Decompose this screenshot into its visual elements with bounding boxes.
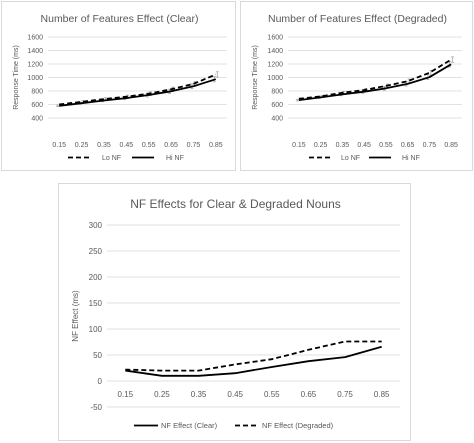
y-tick-label: 600 [271,102,283,109]
x-tick-label: 0.75 [337,390,353,399]
y-tick-label: 1600 [27,34,43,41]
legend-label: NF Effect (Degraded) [262,421,334,430]
y-axis-label: Response Time (ms) [252,45,259,110]
chart-clear: Number of Features Effect (Clear) 400 600 8… [13,13,227,162]
x-tick-label: 0.75 [187,142,201,149]
series-line-solid [59,78,217,107]
y-tick-label: 0 [98,377,103,386]
y-tick-label: 1600 [267,34,283,41]
legend-label: Hi NF [166,155,184,162]
y-tick-label: 250 [89,247,103,256]
chart-degraded-panel: Number of Features Effect (Degraded) 400 6… [240,1,473,171]
x-tick-label: 0.85 [444,142,458,149]
y-tick-label: 150 [89,299,103,308]
y-tick-label: 1200 [267,61,283,68]
x-tick-label: 0.45 [120,142,134,149]
x-tick-label: 0.65 [301,390,317,399]
chart-nf-effects: NF Effects for Clear & Degraded Nouns -50… [71,197,400,430]
y-tick-label: 400 [31,115,43,122]
x-tick-label: 0.85 [374,390,390,399]
x-tick-label: 0.55 [264,390,280,399]
series-line-dashed [125,340,382,372]
x-tick-label: 0.65 [164,142,178,149]
x-tick-label: 0.85 [209,142,223,149]
y-tick-label: 300 [89,221,103,230]
chart-title: Number of Features Effect (Degraded) [268,13,447,25]
x-tick-label: 0.15 [52,142,66,149]
y-tick-label: 100 [89,325,103,334]
x-tick-label: 0.35 [191,390,207,399]
y-tick-label: 800 [31,88,43,95]
series-line-solid [298,63,452,101]
legend-label: Lo NF [341,155,360,162]
legend-label: Hi NF [402,155,420,162]
chart-clear-panel: Number of Features Effect (Clear) 400 600 8… [1,1,236,171]
series-line-dashed [59,73,217,106]
x-tick-label: 0.25 [154,390,170,399]
x-tick-label: 0.65 [401,142,415,149]
x-tick-label: 0.15 [118,390,134,399]
y-tick-label: -50 [90,403,102,412]
x-tick-label: 0.35 [336,142,350,149]
y-tick-label: 200 [89,273,103,282]
y-tick-label: 1000 [27,75,43,82]
legend-label: NF Effect (Clear) [161,421,218,430]
y-tick-label: 600 [31,102,43,109]
y-tick-label: 1400 [267,48,283,55]
y-tick-label: 800 [271,88,283,95]
x-tick-label: 0.45 [357,142,371,149]
chart-nf-effects-panel: NF Effects for Clear & Degraded Nouns -50… [58,183,411,441]
y-tick-label: 50 [93,351,102,360]
x-tick-label: 0.25 [314,142,328,149]
series-line-solid [125,345,382,377]
x-tick-label: 0.55 [379,142,393,149]
chart-title: NF Effects for Clear & Degraded Nouns [130,197,341,211]
y-tick-label: 1000 [267,75,283,82]
x-tick-label: 0.55 [142,142,156,149]
y-tick-label: 400 [271,115,283,122]
chart-degraded: Number of Features Effect (Degraded) 400 6… [252,13,462,162]
y-tick-label: 1200 [27,61,43,68]
y-axis-label: NF Effect (ms) [71,290,80,342]
x-tick-label: 0.25 [75,142,89,149]
x-tick-label: 0.75 [423,142,437,149]
legend-label: Lo NF [102,155,121,162]
series-line-dashed [298,58,452,100]
x-tick-label: 0.35 [97,142,111,149]
x-tick-label: 0.15 [292,142,306,149]
y-tick-label: 1400 [27,48,43,55]
chart-title: Number of Features Effect (Clear) [41,13,199,25]
x-tick-label: 0.45 [227,390,243,399]
y-axis-label: Response Time (ms) [13,45,20,110]
